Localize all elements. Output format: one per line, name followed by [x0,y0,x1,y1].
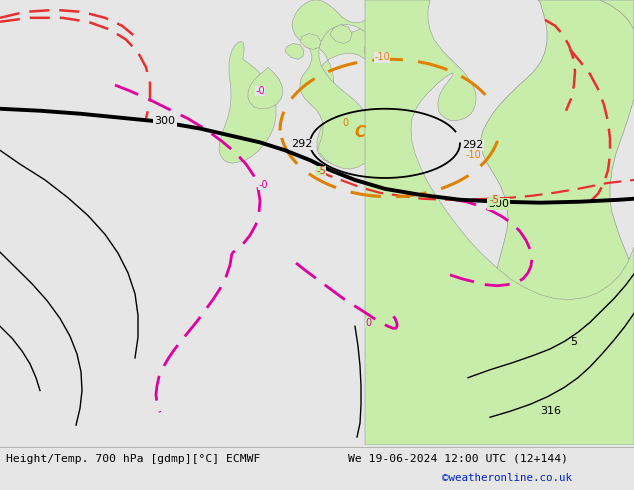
Polygon shape [219,42,276,163]
Polygon shape [292,0,400,169]
Text: -5: -5 [490,195,500,205]
Text: -5: -5 [316,166,326,176]
Polygon shape [248,67,283,109]
Text: -0: -0 [258,180,268,190]
Polygon shape [285,44,304,59]
Polygon shape [600,0,634,30]
Text: 316: 316 [540,406,561,416]
Text: 300: 300 [488,198,509,209]
Text: -0: -0 [256,86,265,96]
Text: 0: 0 [342,118,348,127]
Text: 5: 5 [570,337,577,347]
Text: 0: 0 [365,318,371,328]
Polygon shape [481,0,634,445]
Polygon shape [330,24,352,44]
Text: C: C [354,125,366,140]
Text: We 19-06-2024 12:00 UTC (12+144): We 19-06-2024 12:00 UTC (12+144) [348,454,568,464]
Text: -10: -10 [466,150,482,160]
Text: ©weatheronline.co.uk: ©weatheronline.co.uk [442,473,572,483]
Text: -10: -10 [374,52,390,62]
Text: 292: 292 [462,140,483,150]
Polygon shape [300,34,321,49]
Text: 300: 300 [155,116,176,125]
Text: Height/Temp. 700 hPa [gdmp][°C] ECMWF: Height/Temp. 700 hPa [gdmp][°C] ECMWF [6,454,261,464]
Polygon shape [365,0,634,445]
Text: 292: 292 [292,139,313,149]
Polygon shape [295,15,411,164]
